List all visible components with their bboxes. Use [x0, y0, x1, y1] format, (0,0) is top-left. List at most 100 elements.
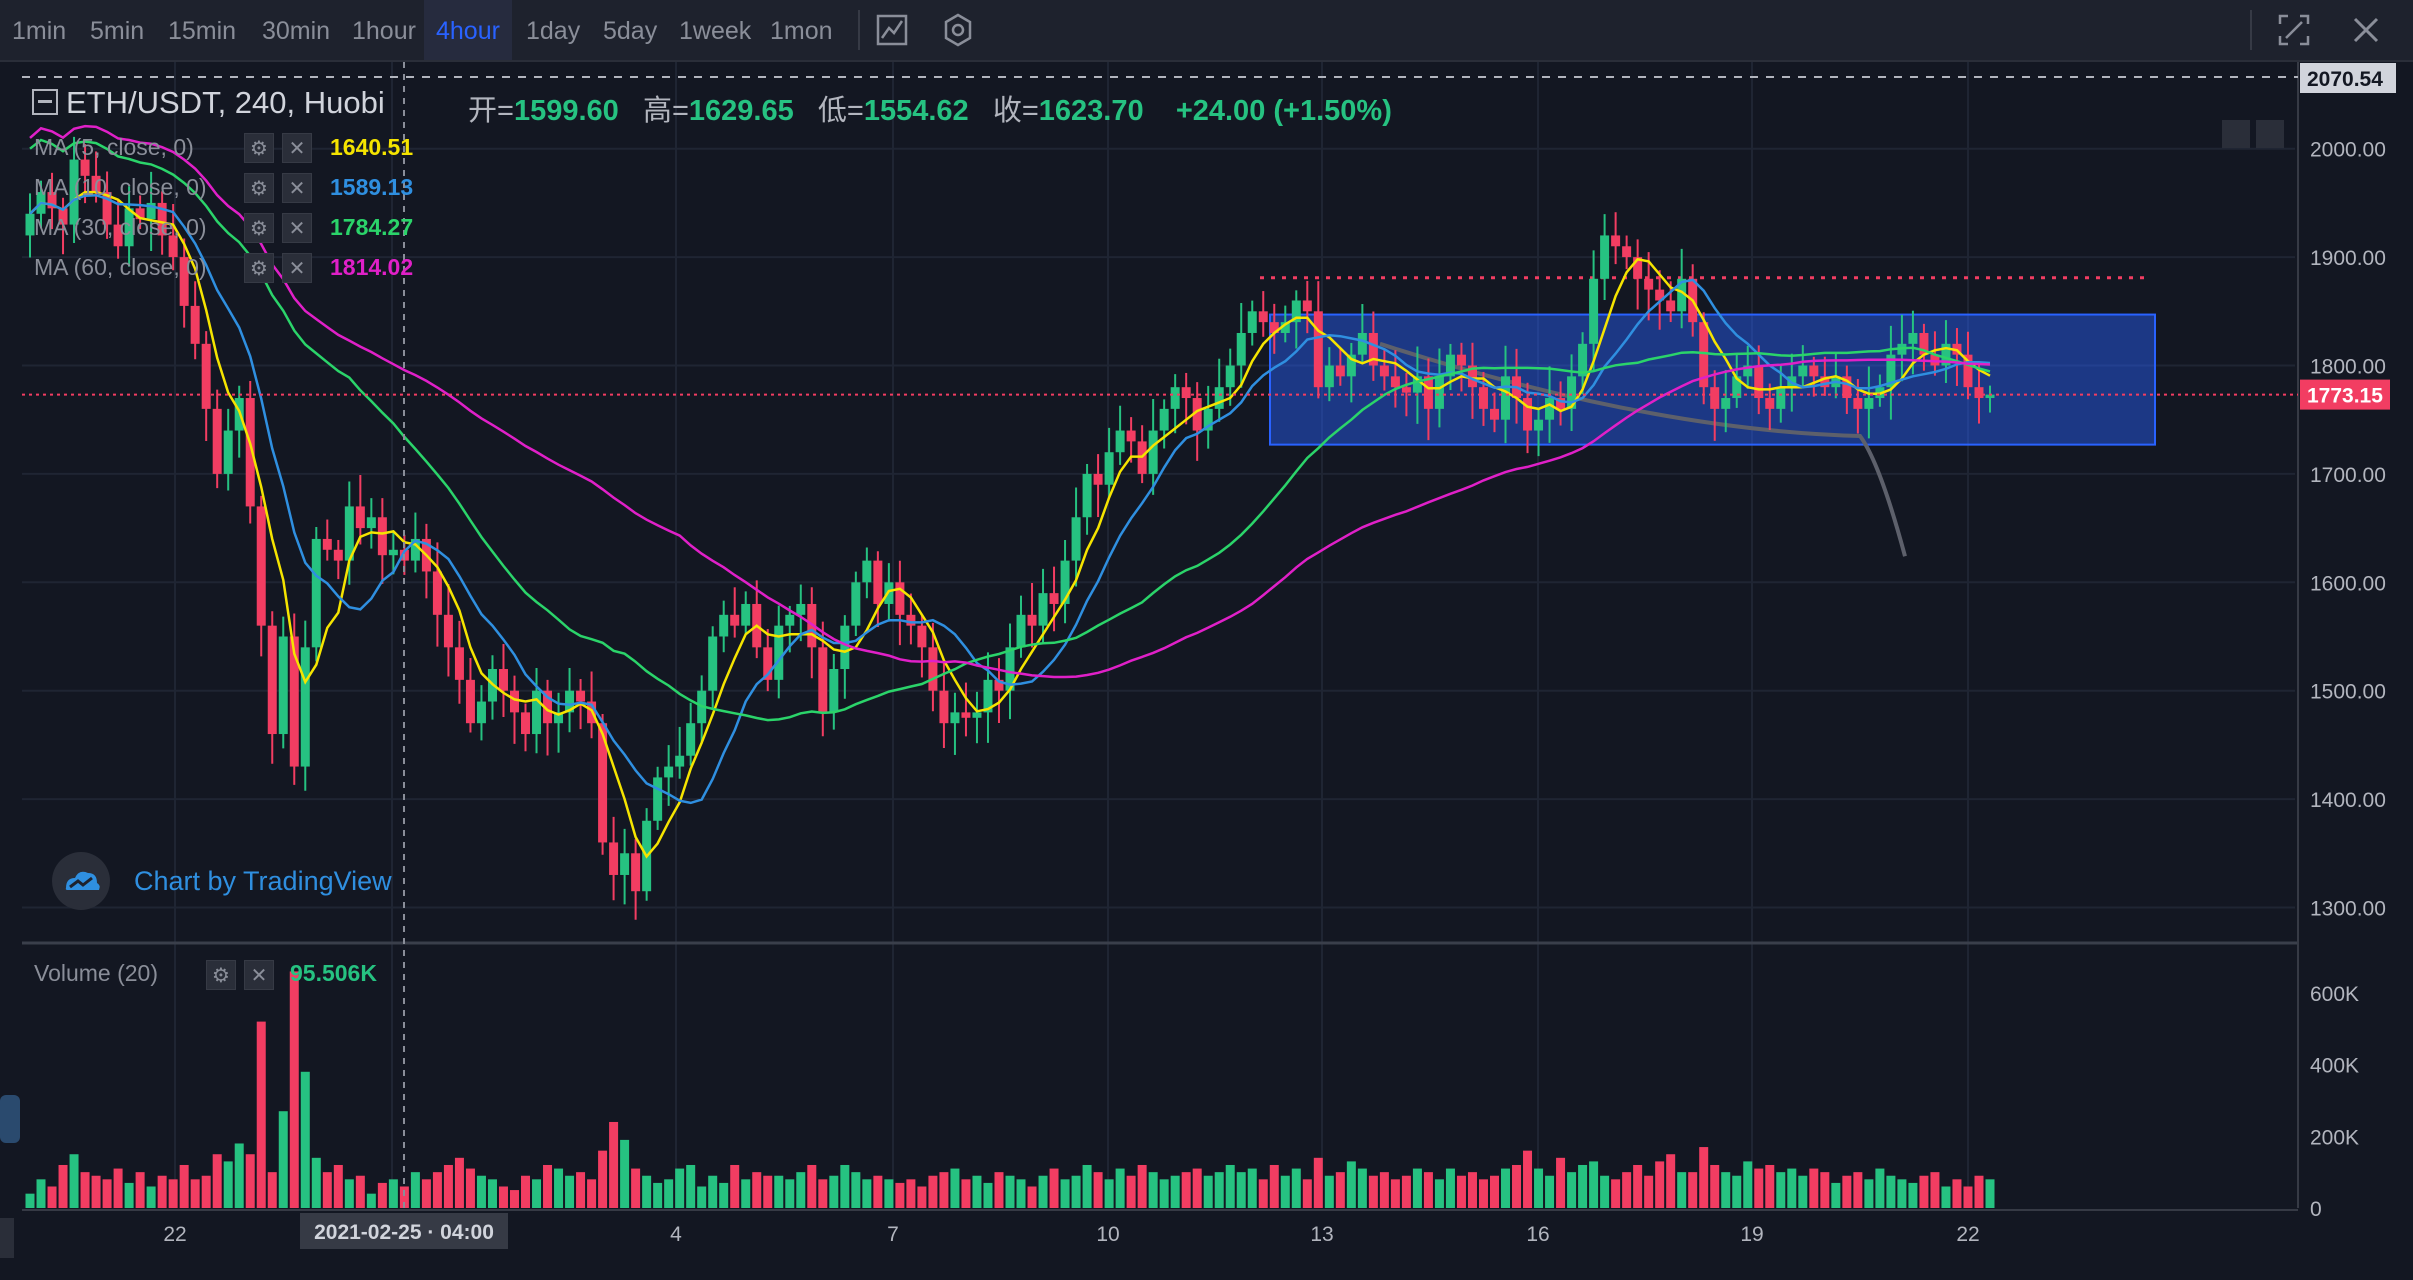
candle-body [1027, 614, 1037, 626]
volume-bar [1908, 1182, 1918, 1208]
volume-bar [289, 971, 299, 1208]
open-label: 开= [468, 95, 514, 127]
candle-body [1258, 311, 1268, 323]
volume-bar [443, 1164, 453, 1208]
scale-down-icon [2222, 120, 2250, 148]
timeframe-1hour[interactable]: 1hour [352, 17, 416, 45]
candle-body [664, 766, 674, 778]
candle-body [1919, 332, 1929, 355]
ma-close-icon[interactable]: ✕ [282, 173, 312, 203]
ma-label: MA (10, close, 0) [34, 174, 207, 200]
volume-bar [719, 1182, 729, 1208]
candle-body [1798, 365, 1808, 377]
candle-body [476, 701, 486, 724]
candle-body [498, 669, 508, 691]
volume-bar [1258, 1179, 1268, 1208]
volume-bar [1181, 1172, 1191, 1208]
volume-bar [212, 1154, 222, 1208]
timeframe-1day[interactable]: 1day [526, 17, 581, 45]
chart-type-icon[interactable] [872, 10, 912, 50]
volume-bar [1589, 1161, 1599, 1208]
volume-bar [1192, 1168, 1202, 1208]
high-label: 高= [642, 95, 689, 127]
ma-label: MA (60, close, 0) [34, 254, 207, 280]
volume-bar [1875, 1168, 1885, 1208]
volume-bar [1809, 1168, 1819, 1208]
volume-settings-icon[interactable]: ⚙ [206, 960, 236, 990]
volume-bar [1291, 1168, 1301, 1208]
candle-body [344, 506, 354, 561]
candle-body [1523, 398, 1533, 431]
candle-body [1985, 394, 1995, 399]
volume-bar [509, 1190, 519, 1208]
candle-body [377, 517, 387, 556]
collapse-icon[interactable] [32, 88, 58, 115]
ma-label: MA (30, close, 0) [34, 214, 207, 240]
candle-body [124, 208, 134, 247]
volume-bar [1886, 1175, 1896, 1208]
volume-bar [1853, 1172, 1863, 1208]
timeframe-1mon[interactable]: 1mon [770, 17, 833, 45]
candle-body [1809, 365, 1819, 377]
volume-bar [454, 1157, 464, 1208]
candle-body [1016, 614, 1026, 648]
candle-body [1886, 354, 1896, 388]
timeframe-4hour[interactable]: 4hour [424, 0, 512, 60]
ma-close-icon[interactable]: ✕ [282, 133, 312, 163]
ma-settings-icon[interactable]: ⚙ [244, 253, 274, 283]
time-tick-label: 22 [1956, 1223, 1979, 1246]
timeframe-30min[interactable]: 30min [262, 17, 331, 45]
volume-bar [829, 1175, 839, 1208]
ma-settings-icon[interactable]: ⚙ [244, 213, 274, 243]
top-price-label: 2070.54 [2307, 68, 2383, 91]
fullscreen-icon[interactable] [2274, 10, 2314, 50]
timeframe-5day[interactable]: 5day [603, 17, 658, 45]
grid [22, 62, 2295, 1208]
volume-bar [917, 1186, 927, 1208]
volume-bar [157, 1175, 167, 1208]
ma-settings-icon[interactable]: ⚙ [244, 133, 274, 163]
ma-close-icon[interactable]: ✕ [282, 213, 312, 243]
volume-bar [1214, 1172, 1224, 1208]
timeframe-1week[interactable]: 1week [679, 17, 752, 45]
candle-body [355, 506, 365, 529]
ma-line-30 [29, 138, 1991, 722]
price-chart[interactable]: 1300.00 1400.00 1500.00 1600.00 1700.00 1800.… [0, 62, 2413, 1280]
candle-body [774, 625, 784, 680]
volume-value: 95.506K [290, 960, 377, 986]
volume-bar [168, 1179, 178, 1208]
candle-body [1214, 387, 1224, 409]
volume-bar [620, 1139, 630, 1208]
symbol-label: ETH/USDT, 240, Huobi [66, 85, 385, 120]
timeframe-5min[interactable]: 5min [90, 17, 145, 45]
candle-body [289, 636, 299, 767]
left-panel-handle [0, 1095, 20, 1143]
volume-bar [1842, 1175, 1852, 1208]
candle-body [1578, 343, 1588, 377]
candle-body [1324, 365, 1334, 388]
volume-bar [873, 1175, 883, 1208]
candle-body [1489, 408, 1499, 420]
volume-bar [1203, 1175, 1213, 1208]
candle-body [1567, 376, 1577, 409]
candle-body [1060, 560, 1070, 604]
volume-bar [1478, 1179, 1488, 1208]
close-icon[interactable] [2346, 10, 2386, 50]
volume-bar [377, 1182, 387, 1208]
ma-close-icon[interactable]: ✕ [282, 253, 312, 283]
crosshair-time-label: 2021-02-25 · 04:00 [314, 1221, 494, 1244]
volume-tick-label: 400K [2310, 1055, 2359, 1078]
volume-bar [1743, 1161, 1753, 1208]
volume-close-icon[interactable]: ✕ [244, 960, 274, 990]
volume-bar [1930, 1172, 1940, 1208]
settings-icon[interactable] [938, 10, 978, 50]
timeframe-1min[interactable]: 1min [12, 17, 67, 45]
candle-body [741, 603, 751, 626]
candle-body [1071, 517, 1081, 561]
timeframe-15min[interactable]: 15min [168, 17, 237, 45]
volume-bar [785, 1179, 795, 1208]
candle-body [509, 690, 519, 713]
volume-bar [1710, 1164, 1720, 1208]
ma-settings-icon[interactable]: ⚙ [244, 173, 274, 203]
volume-bar [1335, 1172, 1345, 1208]
